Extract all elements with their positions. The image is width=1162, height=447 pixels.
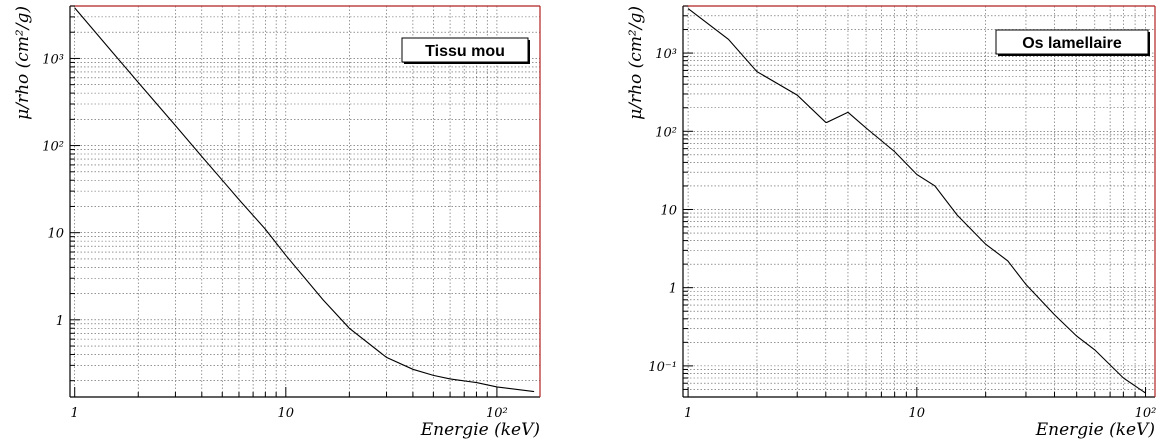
x-tick-label: 10² (486, 406, 508, 421)
legend: Os lamellaire (995, 29, 1150, 56)
y-tick-label: 10³ (655, 47, 677, 62)
y-tick-label: 1 (56, 314, 64, 329)
y-axis-title: μ/rho (cm²/g) (626, 6, 646, 120)
chart-os-lamellaire: 1 10 10² 10⁻¹ 1 10 10² 10³ Energie (keV) μ/rho (c… (626, 5, 1157, 440)
legend-label: Tissu mou (425, 43, 505, 60)
y-tick-label: 10³ (42, 52, 64, 67)
grid (70, 5, 540, 397)
y-tick-label: 1 (669, 282, 677, 297)
legend: Tissu mou (401, 37, 530, 64)
legend-frame (401, 37, 529, 63)
legend-label: Os lamellaire (1022, 35, 1122, 52)
y-tick-label: 10² (42, 140, 64, 155)
x-tick-label: 1 (71, 406, 79, 421)
chart-tissu-mou: 1 10 10² 1 10 10² 10³ Energie (keV) μ/rho (cm²/g… (13, 5, 541, 440)
x-axis-title: Energie (keV) (420, 420, 540, 440)
y-axis-title: μ/rho (cm²/g) (13, 6, 33, 120)
y-tick-label: 10 (660, 203, 677, 218)
y-tick-label: 10² (655, 125, 677, 140)
x-tick-label: 1 (684, 406, 692, 421)
series-line (74, 7, 535, 393)
x-tick-label: 10 (278, 406, 295, 421)
legend-frame (995, 29, 1149, 55)
x-axis-title: Energie (keV) (1035, 420, 1155, 440)
x-tick-label: 10² (1135, 406, 1157, 421)
y-tick-label: 10 (47, 227, 64, 242)
series-line (687, 8, 1146, 394)
grid (683, 5, 1155, 398)
y-tick-label: 10⁻¹ (648, 360, 677, 375)
x-tick-label: 10 (909, 406, 926, 421)
